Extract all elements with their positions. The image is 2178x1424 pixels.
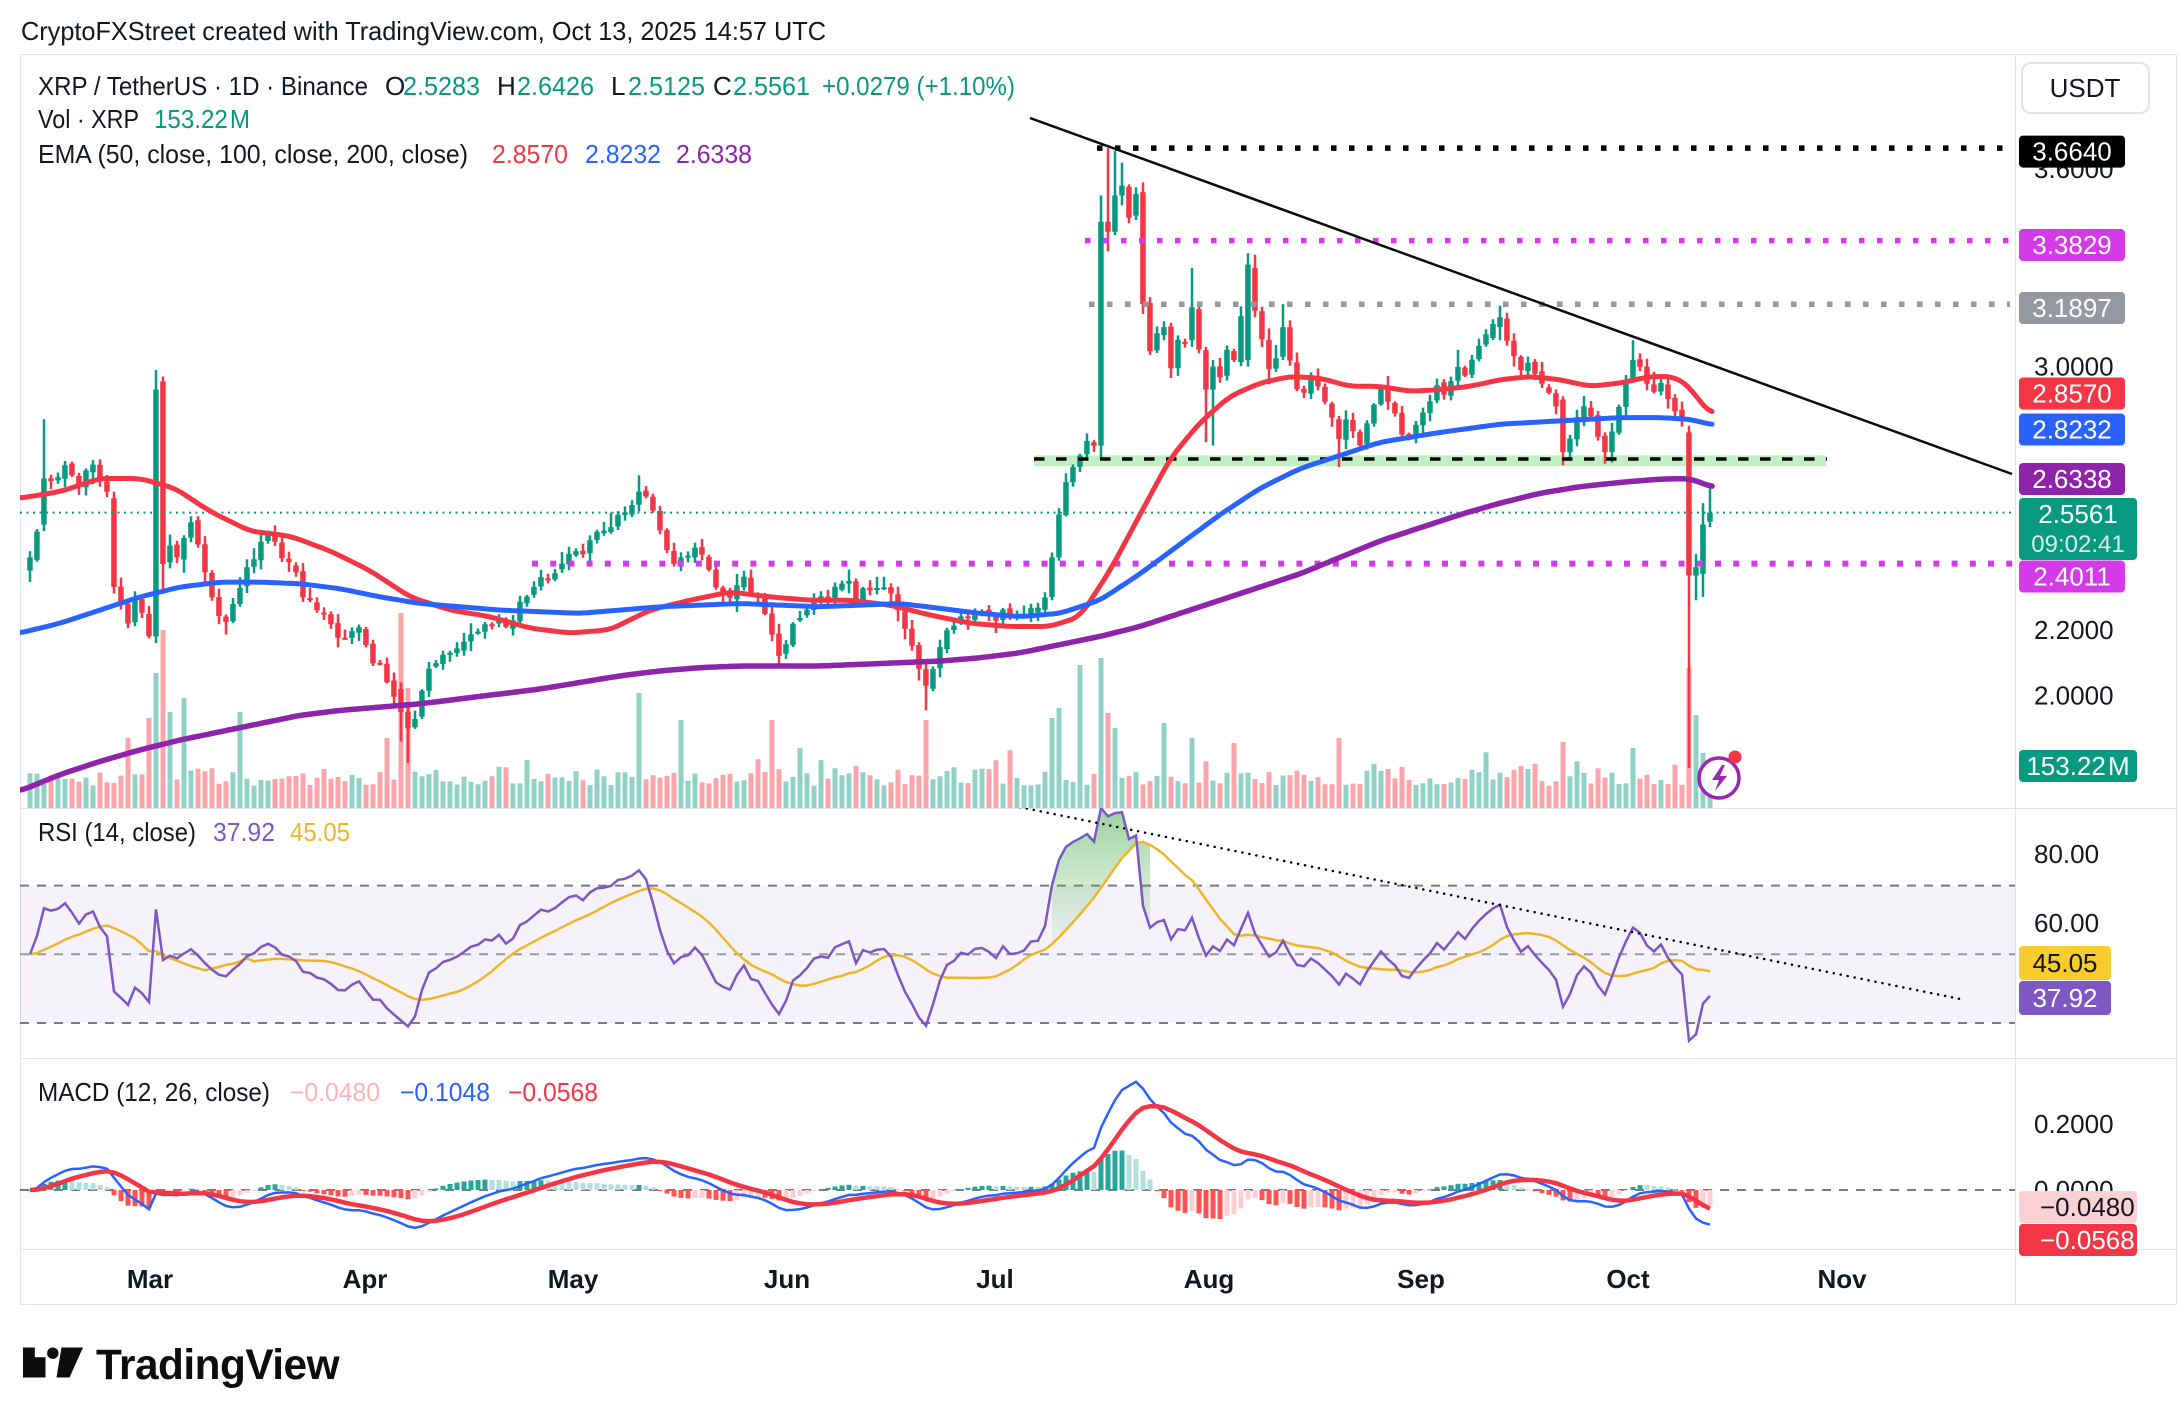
svg-text:−0.0568: −0.0568 — [508, 1077, 598, 1107]
svg-text:2.6338: 2.6338 — [676, 139, 752, 169]
svg-text:L: L — [611, 71, 625, 101]
svg-text:0.2000: 0.2000 — [2034, 1109, 2114, 1139]
svg-text:TradingView: TradingView — [96, 1341, 340, 1389]
svg-text:Jun: Jun — [764, 1264, 810, 1294]
svg-text:Vol · XRP: Vol · XRP — [38, 104, 139, 134]
svg-text:EMA (50, close, 100, close, 20: EMA (50, close, 100, close, 200, close) — [38, 139, 468, 169]
svg-text:2.8570: 2.8570 — [2032, 379, 2112, 409]
svg-text:C: C — [713, 71, 732, 101]
svg-text:2.5561: 2.5561 — [2038, 499, 2118, 529]
svg-text:09:02:41: 09:02:41 — [2031, 531, 2124, 558]
svg-text:USDT: USDT — [2050, 73, 2121, 103]
svg-text:2.5561: 2.5561 — [733, 71, 810, 101]
svg-text:2.8232: 2.8232 — [2032, 415, 2112, 445]
svg-text:2.5283: 2.5283 — [403, 71, 480, 101]
svg-text:60.00: 60.00 — [2034, 908, 2099, 938]
svg-text:Oct: Oct — [1606, 1264, 1650, 1294]
svg-text:80.00: 80.00 — [2034, 839, 2099, 869]
svg-text:2.6426: 2.6426 — [517, 71, 594, 101]
svg-text:−0.0480: −0.0480 — [2040, 1192, 2135, 1222]
svg-text:H: H — [497, 71, 516, 101]
svg-text:2.5125: 2.5125 — [628, 71, 705, 101]
svg-text:O: O — [385, 71, 405, 101]
svg-text:3.0000: 3.0000 — [2034, 352, 2114, 382]
svg-text:153.22 M: 153.22 M — [154, 104, 250, 134]
svg-text:Mar: Mar — [127, 1264, 173, 1294]
svg-text:3.3829: 3.3829 — [2032, 230, 2112, 260]
svg-text:MACD (12, 26, close): MACD (12, 26, close) — [38, 1077, 270, 1107]
svg-text:2.0000: 2.0000 — [2034, 681, 2114, 711]
svg-text:Sep: Sep — [1397, 1264, 1445, 1294]
svg-text:RSI (14, close): RSI (14, close) — [38, 817, 196, 847]
svg-text:2.4011: 2.4011 — [2033, 562, 2111, 592]
svg-text:2.8232: 2.8232 — [585, 139, 661, 169]
svg-text:XRP / TetherUS · 1D · Binance: XRP / TetherUS · 1D · Binance — [38, 71, 368, 101]
svg-text:May: May — [548, 1264, 599, 1294]
svg-text:2.8570: 2.8570 — [492, 139, 568, 169]
svg-text:CryptoFXStreet created with Tr: CryptoFXStreet created with TradingView.… — [21, 16, 826, 46]
svg-text:37.92: 37.92 — [2032, 983, 2097, 1013]
svg-text:Apr: Apr — [343, 1264, 388, 1294]
svg-text:3.6640: 3.6640 — [2032, 137, 2112, 167]
svg-text:−0.0568: −0.0568 — [2040, 1225, 2135, 1255]
svg-text:3.1897: 3.1897 — [2032, 293, 2112, 323]
svg-text:+0.0279 (+1.10%): +0.0279 (+1.10%) — [822, 71, 1015, 101]
svg-text:37.92: 37.92 — [213, 817, 275, 847]
svg-text:Aug: Aug — [1184, 1264, 1235, 1294]
svg-text:153.22 M: 153.22 M — [2026, 751, 2129, 781]
svg-text:Nov: Nov — [1817, 1264, 1867, 1294]
svg-text:2.6338: 2.6338 — [2032, 464, 2112, 494]
svg-text:−0.1048: −0.1048 — [400, 1077, 490, 1107]
svg-text:45.05: 45.05 — [2032, 948, 2097, 978]
svg-text:45.05: 45.05 — [290, 817, 350, 847]
svg-text:2.2000: 2.2000 — [2034, 615, 2114, 645]
svg-text:−0.0480: −0.0480 — [290, 1077, 380, 1107]
svg-text:Jul: Jul — [976, 1264, 1014, 1294]
